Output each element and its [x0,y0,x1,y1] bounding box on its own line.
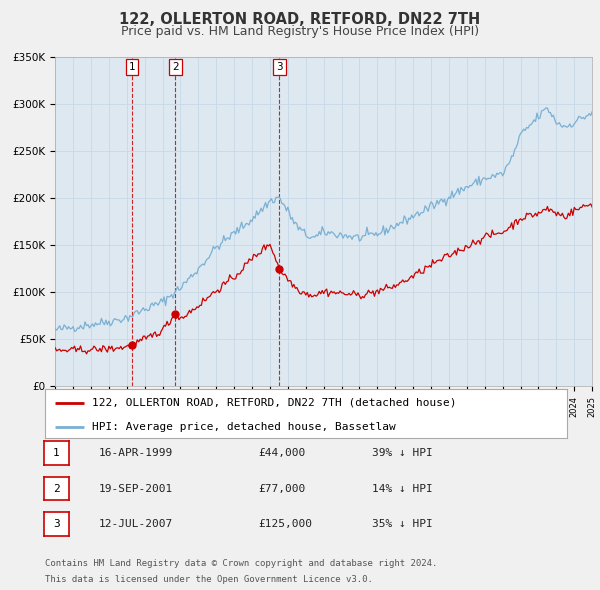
Text: 14% ↓ HPI: 14% ↓ HPI [372,484,433,493]
Text: Contains HM Land Registry data © Crown copyright and database right 2024.: Contains HM Land Registry data © Crown c… [45,559,437,568]
Text: 1: 1 [53,448,60,458]
Text: £44,000: £44,000 [258,448,305,458]
Text: 19-SEP-2001: 19-SEP-2001 [99,484,173,493]
Text: This data is licensed under the Open Government Licence v3.0.: This data is licensed under the Open Gov… [45,575,373,584]
Text: 3: 3 [53,519,60,529]
Text: HPI: Average price, detached house, Bassetlaw: HPI: Average price, detached house, Bass… [92,422,396,432]
Text: 122, OLLERTON ROAD, RETFORD, DN22 7TH (detached house): 122, OLLERTON ROAD, RETFORD, DN22 7TH (d… [92,398,457,408]
Text: 16-APR-1999: 16-APR-1999 [99,448,173,458]
Text: 35% ↓ HPI: 35% ↓ HPI [372,519,433,529]
Text: £125,000: £125,000 [258,519,312,529]
Text: 2: 2 [172,61,179,71]
Text: 3: 3 [276,61,283,71]
Text: 39% ↓ HPI: 39% ↓ HPI [372,448,433,458]
Text: 12-JUL-2007: 12-JUL-2007 [99,519,173,529]
Text: 122, OLLERTON ROAD, RETFORD, DN22 7TH: 122, OLLERTON ROAD, RETFORD, DN22 7TH [119,12,481,27]
Text: Price paid vs. HM Land Registry's House Price Index (HPI): Price paid vs. HM Land Registry's House … [121,25,479,38]
Text: 1: 1 [128,61,136,71]
Text: 2: 2 [53,484,60,493]
Text: £77,000: £77,000 [258,484,305,493]
